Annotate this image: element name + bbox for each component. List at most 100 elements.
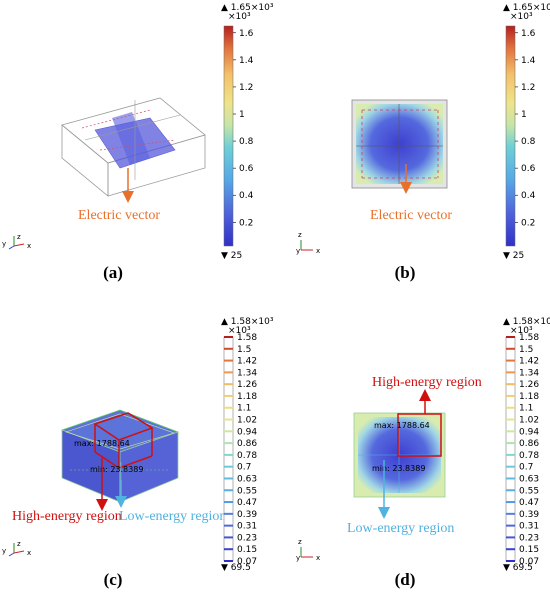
panel-d-min-label: min: 23.8389 xyxy=(372,464,425,473)
panel-d-low-annotation: Low-energy region xyxy=(347,521,454,536)
panel-b-axis-z: z xyxy=(298,231,302,239)
panel-c-min-label: min: 23.8389 xyxy=(90,465,143,474)
colorbar-tick-label: 1.6 xyxy=(521,29,536,39)
panel-c-low-annotation: Low-energy region xyxy=(119,509,226,524)
colorbar-tick-label: 0.15 xyxy=(237,545,257,555)
panel-c-axis-z: z xyxy=(17,540,21,548)
colorbar-exponent: ×10³ xyxy=(510,326,533,336)
colorbar-tick-label: 0.23 xyxy=(519,533,539,543)
colorbar-tick-label: 0.2 xyxy=(239,218,253,228)
colorbar-tick-label: 1.42 xyxy=(519,357,539,367)
colorbar-max-label: ▲ 1.65×10³ xyxy=(503,3,550,13)
colorbar-tick-label: 1.58 xyxy=(519,333,539,343)
colorbar-tick-label: 1.2 xyxy=(239,83,253,93)
colorbar-tick-label: 0.78 xyxy=(519,451,539,461)
colorbar-tick-label: 1.4 xyxy=(521,56,536,66)
colorbar-max-label: ▲ 1.58×10³ xyxy=(503,317,550,327)
panel-b: Electric vector (b) z y x xyxy=(296,99,452,282)
panel-d-max-label: max: 1788.64 xyxy=(374,421,430,430)
panel-b-label: (b) xyxy=(395,263,416,282)
panel-a-model xyxy=(61,97,206,197)
colorbar-tick-label: 0.55 xyxy=(519,486,539,496)
colorbar-max-label: ▲ 1.58×10³ xyxy=(221,317,274,327)
colorbar-tick-label: 0.63 xyxy=(237,474,257,484)
panel-a: Electric vector (a) y z x xyxy=(2,97,206,282)
colorbar-tick-label: 1.26 xyxy=(237,380,257,390)
colorbar-tick-label: 0.94 xyxy=(519,427,539,437)
colorbar-tick-label: 0.15 xyxy=(519,545,539,555)
colorbar-tick-label: 1.18 xyxy=(237,392,257,402)
colorbar-tick-label: 1 xyxy=(521,110,527,120)
panel-c: max: 1788.64 min: 23.8389 High-energy re… xyxy=(2,409,226,589)
colorbar-tick-label: 1.1 xyxy=(519,404,533,414)
panel-a-axis-x: x xyxy=(27,242,31,250)
colorbar-min-label: ▼ 69.5 xyxy=(221,563,251,573)
colorbar-2: ▲ 1.58×10³×10³ ▼ 69.5 1.58 1.5 1.421.34 1.26 1… xyxy=(221,317,274,573)
panel-b-axis-y: y xyxy=(296,247,300,255)
colorbar-tick-label: 1.5 xyxy=(519,345,533,355)
colorbar-tick-label: 0.94 xyxy=(237,427,257,437)
panel-d-high-annotation: High-energy region xyxy=(372,375,482,390)
colorbar-tick-label: 1.02 xyxy=(519,416,539,426)
colorbar-tick-label: 1 xyxy=(239,110,245,120)
panel-c-model xyxy=(60,409,180,503)
colorbar-1: ▲ 1.65×10³×10³ ▼ 25 1.6 1.4 1.2 1 0.8 0.6 0.4 0.2 xyxy=(503,3,550,261)
colorbar-tick-label: 0.39 xyxy=(519,510,539,520)
colorbar-max-label: ▲ 1.65×10³ xyxy=(221,3,274,13)
colorbar-tick-label: 0.6 xyxy=(521,164,536,174)
colorbar-tick-label: 1.2 xyxy=(521,83,535,93)
colorbar-min-label: ▼ 25 xyxy=(221,251,242,261)
colorbar-3: ▲ 1.58×10³×10³ ▼ 69.5 1.58 1.5 1.421.34 1.26 1… xyxy=(503,317,550,573)
colorbar-tick-label: 0.7 xyxy=(237,463,251,473)
panel-a-axis-z: z xyxy=(17,233,21,241)
colorbar-tick-label: 0.7 xyxy=(519,463,533,473)
colorbar-min-label: ▼ 69.5 xyxy=(503,563,533,573)
panel-d-label: (d) xyxy=(395,570,416,589)
colorbar-tick-label: 1.1 xyxy=(237,404,251,414)
colorbar-min-label: ▼ 25 xyxy=(503,251,524,261)
colorbar-frame xyxy=(505,336,516,562)
panel-b-model xyxy=(351,99,448,189)
colorbars: ▲ 1.65×10³×10³▼ 251.61.41.210.80.60.40.2… xyxy=(221,3,550,573)
colorbar-tick-label: 0.31 xyxy=(519,522,539,532)
colorbar-tick-label: 0.8 xyxy=(521,137,536,147)
panel-c-high-annotation: High-energy region xyxy=(12,509,122,524)
panel-d-axis-z: z xyxy=(298,538,302,546)
panel-c-axis-triad: y z x xyxy=(2,540,31,557)
colorbar-tick-label: 0.8 xyxy=(239,137,254,147)
panel-c-max-label: max: 1788.64 xyxy=(74,439,130,448)
colorbar-tick-label: 0.63 xyxy=(519,474,539,484)
colorbar-tick-label: 1.26 xyxy=(519,380,539,390)
colorbar-gradient xyxy=(505,25,516,247)
colorbar-tick-label: 0.86 xyxy=(237,439,257,449)
colorbar-exponent: ×10³ xyxy=(510,12,533,22)
panel-d-model xyxy=(353,412,446,498)
panel-d-axis-y: y xyxy=(296,554,300,562)
panel-c-axis-x: x xyxy=(27,549,31,557)
colorbar-tick-label: 0.07 xyxy=(237,557,257,567)
colorbar-frame xyxy=(223,336,234,562)
colorbar-tick-label: 0.4 xyxy=(239,191,254,201)
panel-c-axis-y: y xyxy=(2,547,6,555)
panel-d: max: 1788.64 min: 23.8389 High-energy re… xyxy=(296,375,482,589)
colorbar-tick-label: 0.39 xyxy=(237,510,257,520)
colorbar-exponent: ×10³ xyxy=(228,326,251,336)
colorbar-tick-label: 1.5 xyxy=(237,345,251,355)
colorbar-0: ▲ 1.65×10³×10³ ▼ 25 1.6 1.4 1.2 1 0.8 0.6 0.4 0.2 xyxy=(221,3,274,261)
colorbar-tick-label: 1.18 xyxy=(519,392,539,402)
colorbar-tick-label: 1.58 xyxy=(237,333,257,343)
colorbar-tick-label: 0.07 xyxy=(519,557,539,567)
panel-d-axis-x: x xyxy=(316,554,320,562)
panel-a-annotation: Electric vector xyxy=(78,208,160,223)
colorbar-gradient xyxy=(223,25,234,247)
colorbar-tick-label: 0.55 xyxy=(237,486,257,496)
colorbar-tick-label: 0.6 xyxy=(239,164,254,174)
colorbar-tick-label: 1.34 xyxy=(519,368,539,378)
panel-b-axis-x: x xyxy=(316,247,320,255)
colorbar-tick-label: 0.86 xyxy=(519,439,539,449)
panel-b-axis-triad: z y x xyxy=(296,231,320,255)
colorbar-exponent: ×10³ xyxy=(228,12,251,22)
colorbar-tick-label: 1.4 xyxy=(239,56,254,66)
panel-b-annotation: Electric vector xyxy=(370,208,452,223)
